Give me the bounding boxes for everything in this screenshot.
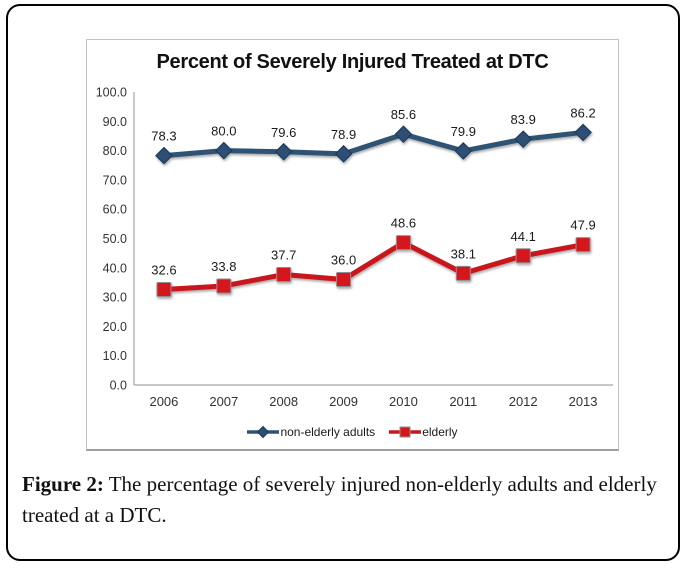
data-label: 78.9: [331, 127, 356, 142]
x-tick-label: 2006: [149, 394, 178, 409]
chart-legend: non-elderly adults elderly: [87, 425, 618, 439]
x-tick-label: 2009: [329, 394, 358, 409]
data-label: 38.1: [451, 246, 476, 261]
x-tick-label: 2011: [449, 394, 477, 409]
data-label: 36.0: [331, 253, 356, 268]
y-tick-label: 80.0: [103, 144, 127, 158]
y-tick-label: 100.0: [96, 86, 127, 100]
square-marker: [455, 265, 471, 281]
data-label: 48.6: [391, 216, 416, 231]
diamond-marker: [155, 146, 173, 165]
chart-title: Percent of Severely Injured Treated at D…: [156, 51, 549, 73]
legend-label: elderly: [422, 425, 458, 439]
data-label: 83.9: [511, 112, 536, 127]
y-tick-label: 10.0: [103, 349, 127, 363]
diamond-marker: [394, 125, 413, 144]
diamond-marker: [514, 130, 533, 149]
x-tick-label: 2008: [269, 394, 298, 409]
series-line: [163, 240, 584, 292]
x-tick-label: 2012: [509, 394, 538, 409]
square-marker: [276, 267, 292, 283]
legend-item-elderly: elderly: [389, 425, 458, 439]
legend-label: non-elderly adults: [280, 425, 376, 439]
x-tick-label: 2010: [389, 394, 418, 409]
square-marker: [515, 248, 531, 264]
data-label: 33.8: [211, 259, 236, 274]
y-tick-label: 70.0: [103, 173, 127, 187]
series-non-elderly-adults: [155, 123, 592, 165]
square-marker: [156, 281, 172, 297]
data-label: 80.0: [211, 124, 236, 139]
diamond-marker: [574, 123, 592, 142]
diamond-marker: [214, 141, 233, 160]
y-tick-label: 60.0: [103, 203, 127, 217]
y-tick-label: 40.0: [103, 261, 127, 275]
y-tick-label: 30.0: [103, 291, 127, 305]
line-chart: 100.0 90.0 80.0 70.0 60.0 50.0 40.0 30.0 20.0 10.…: [96, 86, 613, 409]
figure-caption-label: Figure 2:: [22, 472, 104, 496]
data-label: 78.3: [151, 129, 176, 144]
figure-caption: Figure 2: The percentage of severely inj…: [22, 469, 686, 531]
data-label: 37.7: [271, 248, 296, 263]
square-marker: [336, 272, 352, 288]
series-elderly: [156, 235, 591, 297]
y-tick-label: 50.0: [103, 232, 127, 246]
legend-item-non-elderly-adults: non-elderly adults: [247, 425, 375, 439]
x-tick-label: 2013: [569, 394, 598, 409]
data-label: 47.9: [570, 218, 595, 233]
square-marker: [216, 278, 232, 294]
square-marker: [575, 237, 591, 253]
y-tick-label: 0.0: [110, 379, 127, 393]
data-label: 86.2: [570, 105, 595, 120]
square-marker: [395, 235, 411, 251]
data-label: 79.6: [271, 125, 296, 140]
figure-frame: 100.0 90.0 80.0 70.0 60.0 50.0 40.0 30.0 20.0 10.…: [6, 4, 680, 561]
y-tick-label: 20.0: [103, 320, 127, 334]
figure-caption-text: The percentage of severely injured non-e…: [22, 472, 657, 527]
diamond-legend-swatch: [247, 425, 280, 439]
diamond-marker: [454, 142, 473, 160]
data-label: 79.9: [451, 124, 476, 139]
chart-area: 100.0 90.0 80.0 70.0 60.0 50.0 40.0 30.0 20.0 10.…: [86, 39, 619, 451]
square-legend-swatch: [389, 426, 422, 438]
series-line: [163, 129, 584, 159]
data-label: 32.6: [151, 262, 176, 277]
data-label: 85.6: [391, 107, 416, 122]
x-tick-label: 2007: [209, 394, 238, 409]
diamond-marker: [274, 142, 293, 161]
y-tick-label: 90.0: [103, 115, 127, 129]
diamond-marker: [334, 144, 353, 163]
data-label: 44.1: [511, 229, 536, 244]
